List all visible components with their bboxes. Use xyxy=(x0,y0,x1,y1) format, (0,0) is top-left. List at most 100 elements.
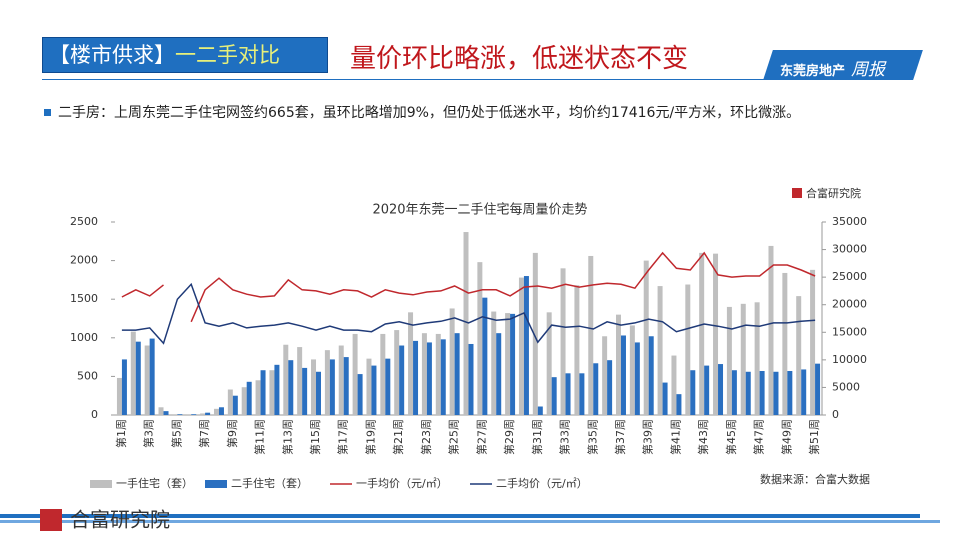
x-tick-label: 第15周 xyxy=(308,419,322,455)
x-tick-label: 第27周 xyxy=(474,419,488,455)
bar xyxy=(260,370,266,415)
bar xyxy=(643,260,649,415)
bar xyxy=(496,333,502,415)
bar xyxy=(602,336,608,415)
y2-tick-label: 5000 xyxy=(832,380,860,393)
bar xyxy=(394,330,400,415)
bar xyxy=(338,345,344,415)
x-tick-label: 第31周 xyxy=(530,419,544,455)
bar xyxy=(815,363,821,415)
bar xyxy=(232,395,238,415)
bar xyxy=(801,369,807,415)
footer-stripe xyxy=(0,514,920,518)
bar xyxy=(468,343,474,415)
bar xyxy=(551,377,557,415)
bar xyxy=(426,342,432,415)
x-tick-label: 第17周 xyxy=(336,419,350,455)
bar xyxy=(343,357,349,415)
section-tag: 【楼市供求】一二手对比 xyxy=(42,37,328,73)
bar xyxy=(782,272,788,415)
tag-text: 【楼市供求】 xyxy=(49,43,175,67)
bar xyxy=(311,359,317,415)
x-tick-label: 第23周 xyxy=(419,419,433,455)
bar xyxy=(421,333,427,415)
bar xyxy=(505,313,511,415)
logo-script: 周报 xyxy=(851,60,886,80)
x-tick-label: 第51周 xyxy=(807,419,821,455)
bar xyxy=(218,407,224,415)
y2-tick-label: 15000 xyxy=(832,325,867,338)
y-tick-label: 2000 xyxy=(70,254,98,267)
bar xyxy=(144,345,150,415)
bar xyxy=(454,333,460,415)
bar xyxy=(380,333,386,415)
x-tick-label: 第25周 xyxy=(447,419,461,455)
bar xyxy=(518,277,524,415)
bar xyxy=(726,306,732,415)
x-tick-label: 第29周 xyxy=(502,419,516,455)
bar xyxy=(579,373,585,415)
bar xyxy=(773,371,779,415)
bar xyxy=(158,407,164,415)
bar xyxy=(745,371,751,415)
bar xyxy=(510,313,516,415)
bar xyxy=(255,380,261,415)
bar xyxy=(246,381,252,415)
bar xyxy=(200,413,206,415)
bar xyxy=(685,284,691,415)
legend-swatch xyxy=(205,480,227,488)
bar xyxy=(283,344,289,415)
y-tick-label: 1000 xyxy=(70,331,98,344)
bar xyxy=(408,312,414,415)
headline: 量价环比略涨，低迷状态不变 xyxy=(350,44,689,74)
bar xyxy=(163,411,169,415)
bar xyxy=(449,308,455,415)
x-tick-label: 第13周 xyxy=(280,419,294,455)
bar xyxy=(657,286,663,415)
bar xyxy=(366,358,372,415)
bar xyxy=(205,412,211,415)
bar xyxy=(546,312,552,415)
bar xyxy=(440,339,446,415)
bar xyxy=(385,358,391,415)
x-tick-label: 第5周 xyxy=(169,419,183,448)
bar xyxy=(648,336,654,415)
bar xyxy=(731,370,737,415)
tag-topic: 一二手对比 xyxy=(175,43,280,67)
x-tick-label: 第19周 xyxy=(363,419,377,455)
bar xyxy=(135,341,141,415)
bar xyxy=(172,414,178,415)
x-tick-label: 第37周 xyxy=(613,419,627,455)
bar xyxy=(357,374,363,415)
x-tick-label: 第7周 xyxy=(197,419,211,448)
bar xyxy=(759,370,765,415)
bar xyxy=(477,262,483,415)
x-tick-label: 第35周 xyxy=(585,419,599,455)
bar xyxy=(302,367,308,415)
y2-tick-label: 35000 xyxy=(832,215,867,228)
x-tick-label: 第45周 xyxy=(724,419,738,455)
bar xyxy=(274,364,280,415)
footer-brand: 合富研究院 xyxy=(70,508,170,532)
bar xyxy=(121,359,127,415)
bar xyxy=(629,325,635,415)
bar xyxy=(588,255,594,415)
bar xyxy=(352,333,358,415)
y2-tick-label: 0 xyxy=(832,408,839,421)
source: 数据来源：合富大数据 xyxy=(760,472,870,486)
bar xyxy=(676,394,682,415)
bar xyxy=(149,338,155,415)
x-tick-label: 第33周 xyxy=(558,419,572,455)
bar xyxy=(316,371,322,415)
bar xyxy=(191,414,197,415)
bar xyxy=(213,408,219,415)
bar xyxy=(593,363,599,415)
bar xyxy=(116,377,122,415)
bar xyxy=(796,296,802,415)
bar xyxy=(607,360,613,415)
bullet-text: 二手房：上周东莞二手住宅网签约665套，虽环比略增加9%，但仍处于低迷水平，均价… xyxy=(44,100,888,126)
x-tick-label: 第47周 xyxy=(752,419,766,455)
bar xyxy=(704,365,710,415)
x-tick-label: 第49周 xyxy=(779,419,793,455)
logo: 东莞房地产 周报 xyxy=(780,55,885,80)
